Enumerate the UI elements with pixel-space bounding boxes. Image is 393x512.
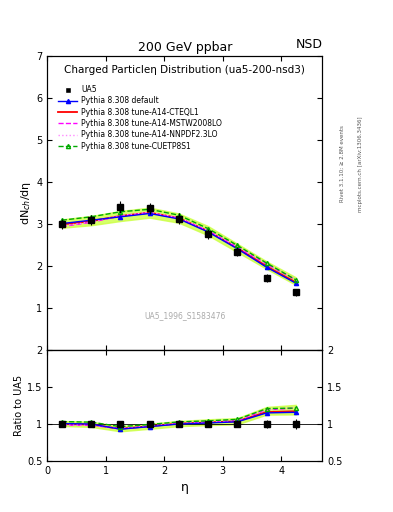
Pythia 8.308 tune-A14-CTEQL1: [294, 280, 298, 286]
Pythia 8.308 default: [235, 246, 240, 252]
Pythia 8.308 tune-A14-NNPDF2.3LO: [235, 244, 240, 250]
Pythia 8.308 tune-CUETP8S1: [59, 217, 64, 223]
X-axis label: η: η: [181, 481, 189, 494]
Y-axis label: dN$_{ch}$/dη: dN$_{ch}$/dη: [19, 181, 33, 225]
Pythia 8.308 default: [118, 214, 123, 220]
Pythia 8.308 tune-CUETP8S1: [206, 226, 211, 232]
Text: Rivet 3.1.10; ≥ 2.8M events: Rivet 3.1.10; ≥ 2.8M events: [340, 125, 345, 202]
Pythia 8.308 tune-CUETP8S1: [89, 214, 94, 220]
Pythia 8.308 tune-A14-NNPDF2.3LO: [206, 227, 211, 233]
Pythia 8.308 tune-A14-NNPDF2.3LO: [294, 276, 298, 283]
Pythia 8.308 tune-CUETP8S1: [176, 212, 181, 218]
Text: NSD: NSD: [295, 38, 322, 51]
Pythia 8.308 tune-A14-NNPDF2.3LO: [59, 223, 64, 229]
Pythia 8.308 tune-A14-CTEQL1: [59, 221, 64, 227]
Pythia 8.308 tune-A14-MSTW2008LO: [235, 244, 240, 250]
Legend: UA5, Pythia 8.308 default, Pythia 8.308 tune-A14-CTEQL1, Pythia 8.308 tune-A14-M: UA5, Pythia 8.308 default, Pythia 8.308 …: [57, 83, 223, 152]
Pythia 8.308 tune-A14-CTEQL1: [264, 263, 269, 269]
Pythia 8.308 tune-A14-NNPDF2.3LO: [118, 212, 123, 219]
Pythia 8.308 tune-A14-MSTW2008LO: [59, 223, 64, 229]
Text: UA5_1996_S1583476: UA5_1996_S1583476: [144, 311, 226, 319]
Pythia 8.308 tune-A14-MSTW2008LO: [264, 261, 269, 267]
Line: Pythia 8.308 default: Pythia 8.308 default: [60, 211, 298, 285]
Pythia 8.308 default: [59, 221, 64, 227]
Pythia 8.308 default: [294, 280, 298, 286]
Pythia 8.308 tune-A14-CTEQL1: [118, 213, 123, 219]
Pythia 8.308 default: [176, 216, 181, 222]
Pythia 8.308 default: [147, 210, 152, 217]
Pythia 8.308 tune-CUETP8S1: [264, 260, 269, 266]
Pythia 8.308 tune-A14-NNPDF2.3LO: [89, 219, 94, 225]
Pythia 8.308 tune-A14-NNPDF2.3LO: [176, 215, 181, 221]
Pythia 8.308 tune-CUETP8S1: [294, 277, 298, 283]
Pythia 8.308 tune-A14-MSTW2008LO: [206, 228, 211, 234]
Pythia 8.308 tune-A14-CTEQL1: [147, 209, 152, 216]
Pythia 8.308 tune-A14-CTEQL1: [206, 228, 211, 234]
Pythia 8.308 default: [264, 264, 269, 270]
Line: Pythia 8.308 tune-A14-CTEQL1: Pythia 8.308 tune-A14-CTEQL1: [62, 212, 296, 283]
Pythia 8.308 tune-A14-CTEQL1: [89, 218, 94, 224]
Pythia 8.308 tune-CUETP8S1: [118, 209, 123, 215]
Pythia 8.308 tune-A14-MSTW2008LO: [89, 219, 94, 225]
Title: 200 GeV ppbar: 200 GeV ppbar: [138, 41, 232, 54]
Y-axis label: Ratio to UA5: Ratio to UA5: [14, 375, 24, 436]
Pythia 8.308 tune-A14-CTEQL1: [235, 245, 240, 251]
Line: Pythia 8.308 tune-CUETP8S1: Pythia 8.308 tune-CUETP8S1: [60, 207, 298, 282]
Line: Pythia 8.308 tune-A14-NNPDF2.3LO: Pythia 8.308 tune-A14-NNPDF2.3LO: [62, 212, 296, 280]
Line: Pythia 8.308 tune-A14-MSTW2008LO: Pythia 8.308 tune-A14-MSTW2008LO: [62, 212, 296, 280]
Pythia 8.308 tune-A14-MSTW2008LO: [147, 209, 152, 216]
Pythia 8.308 tune-A14-MSTW2008LO: [118, 213, 123, 219]
Text: mcplots.cern.ch [arXiv:1306.3436]: mcplots.cern.ch [arXiv:1306.3436]: [358, 116, 363, 211]
Pythia 8.308 tune-A14-NNPDF2.3LO: [147, 209, 152, 216]
Pythia 8.308 tune-A14-MSTW2008LO: [294, 277, 298, 283]
Pythia 8.308 tune-A14-CTEQL1: [176, 215, 181, 221]
Pythia 8.308 default: [206, 229, 211, 235]
Pythia 8.308 tune-CUETP8S1: [235, 242, 240, 248]
Pythia 8.308 default: [89, 217, 94, 223]
Pythia 8.308 tune-CUETP8S1: [147, 206, 152, 212]
Pythia 8.308 tune-A14-NNPDF2.3LO: [264, 261, 269, 267]
Pythia 8.308 tune-A14-MSTW2008LO: [176, 215, 181, 221]
Text: Charged Particleη Distribution (ua5-200-nsd3): Charged Particleη Distribution (ua5-200-…: [64, 65, 305, 75]
